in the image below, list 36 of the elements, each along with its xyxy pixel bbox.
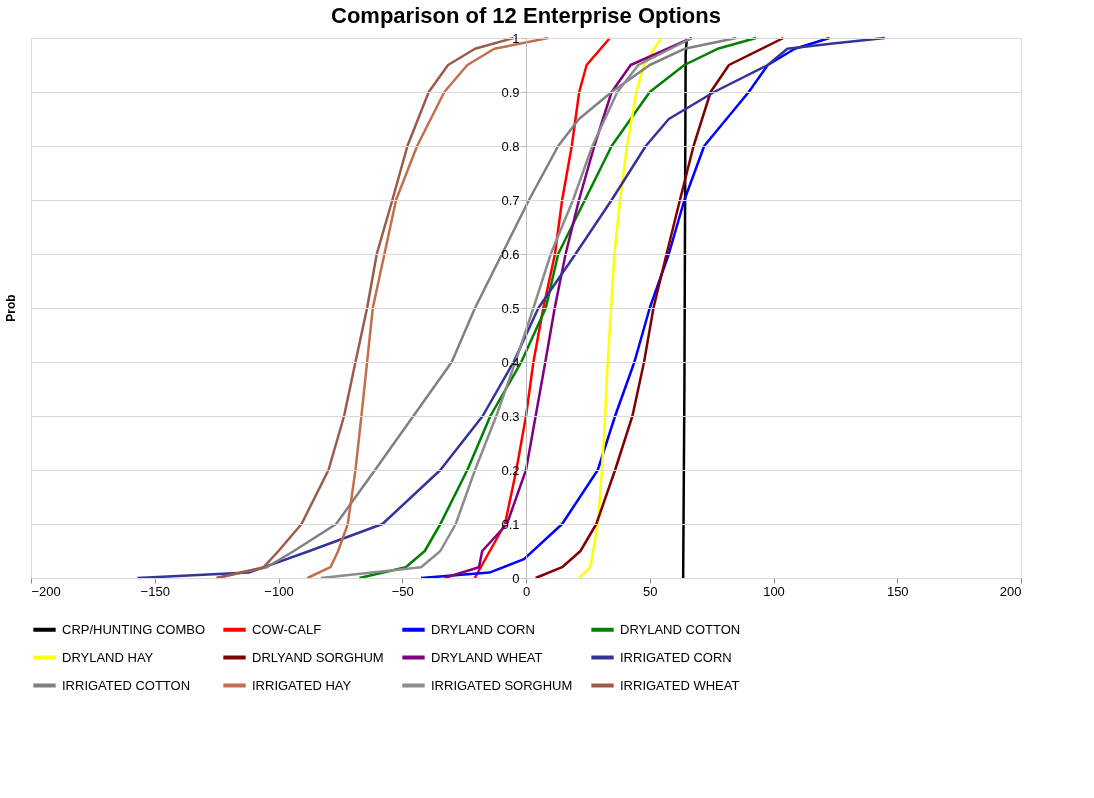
y-tick-label: 0.1 (501, 516, 520, 532)
y-tick-label: 0.7 (501, 192, 520, 208)
legend-label: DRYLAND HAY (62, 649, 154, 665)
legend-label: COW-CALF (252, 621, 322, 637)
x-tick-label: 50 (643, 583, 658, 599)
x-tick-label: −150 (140, 583, 170, 599)
x-tick-label: −100 (264, 583, 294, 599)
y-tick-label: 0.3 (501, 408, 520, 424)
legend-label: IRRIGATED HAY (252, 677, 352, 693)
y-tick-label: 1 (512, 30, 520, 46)
y-axis-title: Prob (4, 294, 18, 322)
line-series (577, 36, 663, 580)
legend-label: DRYLAND COTTON (620, 621, 741, 637)
legend-label: DRYLAND WHEAT (431, 649, 543, 665)
x-tick-label: −50 (391, 583, 414, 599)
legend-label: CRP/HUNTING COMBO (62, 621, 205, 637)
legend-label: IRRIGATED COTTON (62, 677, 191, 693)
x-tick-label: −200 (31, 583, 61, 599)
y-tick-label: 0.6 (501, 246, 520, 262)
y-tick-label: 0.4 (501, 354, 520, 370)
y-tick-label: 0.9 (501, 84, 520, 100)
legend-label: IRRIGATED SORGHUM (431, 677, 573, 693)
x-tick-label: 100 (763, 583, 785, 599)
legend-label: DRLYAND SORGHUM (252, 649, 384, 665)
y-tick-label: 0.8 (501, 138, 520, 154)
x-tick-label: 150 (886, 583, 909, 599)
line-series (534, 36, 785, 580)
y-tick-label: 0.2 (501, 462, 520, 478)
legend-label: IRRIGATED WHEAT (620, 677, 740, 693)
y-tick-label: 0.5 (501, 300, 520, 316)
legend-label: IRRIGATED CORN (620, 649, 732, 665)
x-tick-label: 0 (522, 583, 531, 599)
y-tick-label: 0 (512, 570, 520, 586)
x-tick-label: 200 (999, 583, 1022, 599)
legend-label: DRYLAND CORN (431, 621, 535, 637)
chart-title: Comparison of 12 Enterprise Options (331, 3, 721, 28)
